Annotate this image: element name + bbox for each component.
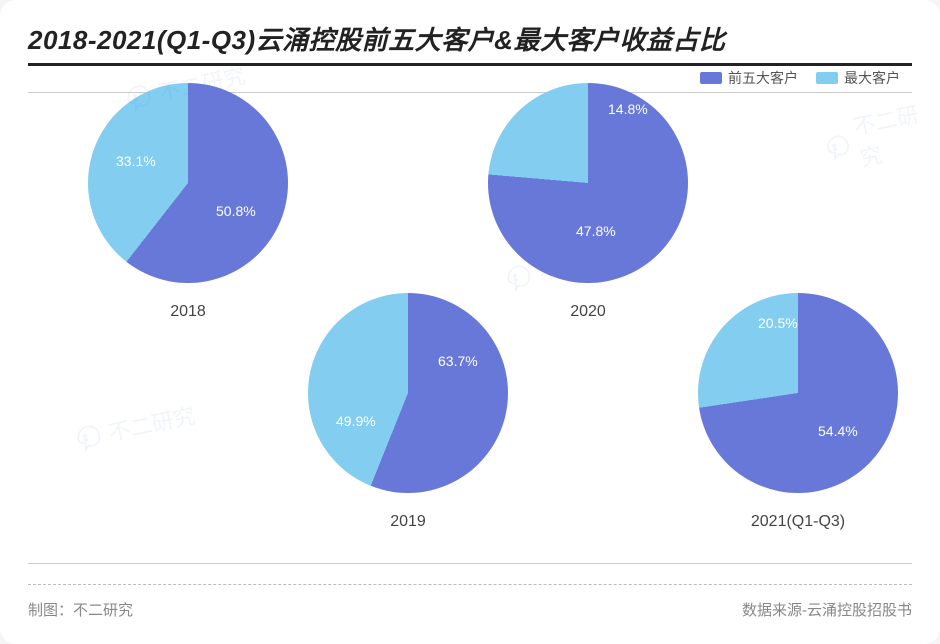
pie-label-b-2020: 14.8% — [608, 101, 648, 117]
pie-label-b-2018: 33.1% — [116, 153, 156, 169]
plot-area: 50.8% 33.1% 2018 63.7% 49.9% 2019 47.8% 14.8% 20… — [28, 92, 912, 564]
pie-label-a-2018: 50.8% — [216, 203, 256, 219]
pie-label-b-2019: 49.9% — [336, 413, 376, 429]
legend-swatch-top5 — [700, 72, 722, 84]
legend-swatch-biggest — [816, 72, 838, 84]
footer-source: 数据来源-云涌控股招股书 — [742, 599, 912, 620]
pie-label-a-2021(Q1-Q3): 54.4% — [818, 423, 858, 439]
pie-label-a-2020: 47.8% — [576, 223, 616, 239]
chart-container: 2018-2021(Q1-Q3)云涌控股前五大客户&最大客户收益占比 前五大客户… — [0, 0, 940, 644]
legend-label-top5: 前五大客户 — [728, 68, 798, 88]
legend-label-biggest: 最大客户 — [844, 68, 900, 88]
legend-item-top5: 前五大客户 — [700, 68, 798, 88]
footer-credit: 制图：不二研究 — [28, 599, 133, 620]
pie-2021(Q1-Q3) — [698, 293, 898, 493]
legend: 前五大客户 最大客户 — [700, 68, 900, 88]
pie-label-a-2019: 63.7% — [438, 353, 478, 369]
pie-2019 — [308, 293, 508, 493]
year-label-2020: 2020 — [570, 303, 606, 321]
pie-label-b-2021(Q1-Q3): 20.5% — [758, 315, 798, 331]
footer: 制图：不二研究 数据来源-云涌控股招股书 — [28, 584, 912, 620]
pie-2018 — [88, 83, 288, 283]
year-label-2019: 2019 — [390, 513, 426, 531]
year-label-2021(Q1-Q3): 2021(Q1-Q3) — [751, 513, 845, 531]
chart-title: 2018-2021(Q1-Q3)云涌控股前五大客户&最大客户收益占比 — [28, 20, 912, 66]
pie-2020 — [488, 83, 688, 283]
legend-item-biggest: 最大客户 — [816, 68, 900, 88]
year-label-2018: 2018 — [170, 303, 206, 321]
